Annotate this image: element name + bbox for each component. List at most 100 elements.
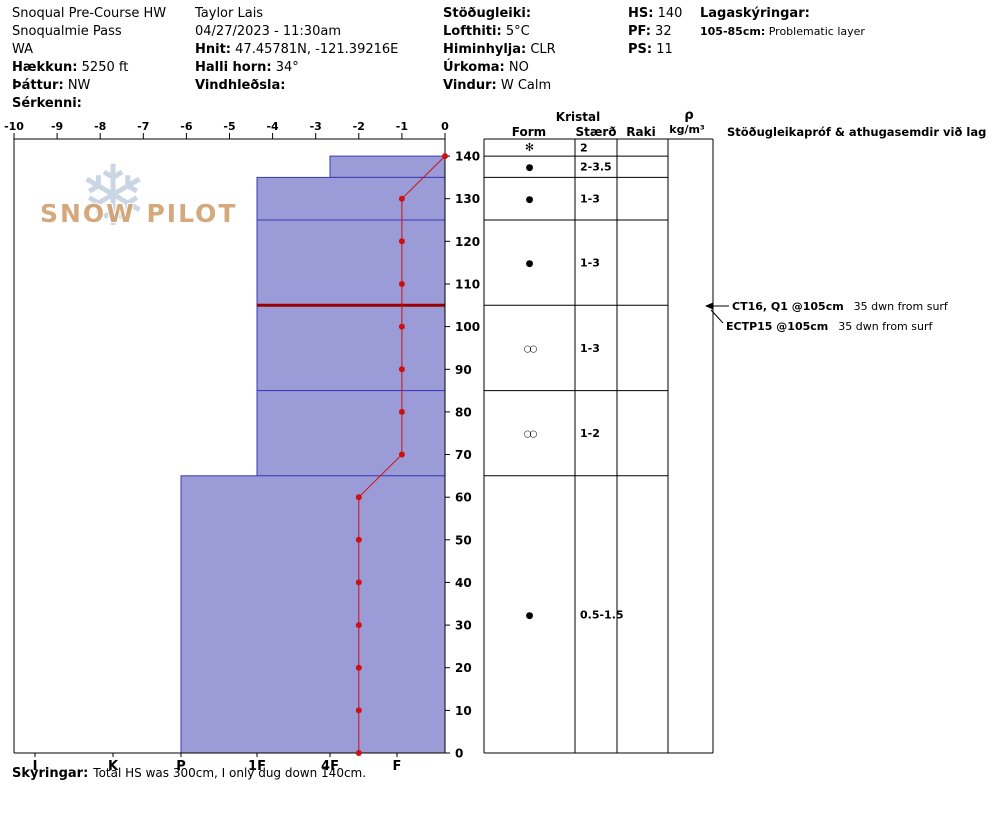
- windload-label: Vindhleðsla:: [195, 78, 286, 93]
- temp-axis-label: -10: [4, 120, 24, 133]
- footer-comments: Skýringar: Total HS was 300cm, I only dug…: [12, 766, 366, 781]
- depth-axis-label: 110: [455, 278, 480, 292]
- aspect-row: Þáttur: NW: [12, 77, 166, 95]
- precip-row: Úrkoma: NO: [443, 59, 556, 77]
- temperature-point: [398, 451, 405, 458]
- density-symbol: ρ: [684, 108, 693, 123]
- temp-axis-label: -7: [137, 120, 149, 133]
- temp-axis-label: -8: [94, 120, 106, 133]
- features-row: Sérkenni:: [12, 95, 166, 113]
- sky-label: Himinhylja:: [443, 42, 527, 57]
- airtemp-label: Lofthiti:: [443, 24, 502, 39]
- ps-value: 11: [656, 42, 673, 57]
- test-result-ct-note: 35 dwn from surf: [854, 300, 949, 313]
- snow-layer-65-0: [180, 475, 446, 754]
- depth-axis-label: 50: [455, 533, 472, 547]
- features-label: Sérkenni:: [12, 96, 82, 111]
- grain-size-value: 1-2: [580, 427, 600, 440]
- observer-name: Taylor Lais: [195, 6, 264, 21]
- pf-label: PF:: [628, 24, 651, 39]
- snow-layer-125-105: [256, 219, 446, 306]
- depth-axis-label: 30: [455, 619, 472, 633]
- temp-axis-label: -4: [266, 120, 279, 133]
- layer-notes-title: Lagaskýringar:: [700, 5, 865, 23]
- test-connector-line: [710, 309, 724, 324]
- grain-size-value: 1-3: [580, 193, 600, 206]
- hardness-axis-label: 1F: [248, 759, 266, 774]
- temperature-point: [355, 707, 362, 714]
- temperature-point: [355, 664, 362, 671]
- test-result-ct-label: CT16, Q1 @105cm: [732, 300, 844, 313]
- header-col-location: Snoqual Pre-Course HW Snoqualmie Pass WA…: [12, 5, 166, 113]
- sky-value: CLR: [530, 42, 556, 57]
- hs-label: HS:: [628, 6, 654, 21]
- crystal-table-title: Kristal: [556, 110, 600, 124]
- depth-axis-label: 100: [455, 320, 480, 334]
- crystal-col-wetness: Raki: [626, 125, 655, 139]
- header-col-observer: Taylor Lais 04/27/2023 - 11:30am Hnit: 4…: [195, 5, 398, 95]
- temperature-point: [398, 323, 405, 330]
- depth-axis-label: 90: [455, 363, 472, 377]
- precip-label: Úrkoma:: [443, 60, 505, 75]
- stability-row: Stöðugleiki:: [443, 5, 556, 23]
- layer-note-depth: 105-85cm:: [700, 25, 766, 38]
- temperature-point: [398, 195, 405, 202]
- comments-text: Total HS was 300cm, I only dug down 140c…: [93, 766, 367, 780]
- grain-form-symbol-rounded-grains: ●: [526, 259, 534, 269]
- depth-axis-label: 10: [455, 704, 472, 718]
- hardness-axis-label: I: [33, 759, 38, 774]
- hardness-axis-label: P: [176, 759, 186, 774]
- grain-form-symbol-rounded-grains: ●: [526, 163, 534, 173]
- coords-row: Hnit: 47.45781N, -121.39216E: [195, 41, 398, 59]
- observation-datetime: 04/27/2023 - 11:30am: [195, 24, 341, 39]
- stability-label: Stöðugleiki:: [443, 6, 532, 21]
- wind-label: Vindur:: [443, 78, 497, 93]
- hs-value: 140: [657, 6, 683, 21]
- header-col-weather: Stöðugleiki: Lofthiti: 5°C Himinhylja: C…: [443, 5, 556, 95]
- slope-row: Halli horn: 34°: [195, 59, 398, 77]
- grain-form-symbol-rounded-grains: ●: [526, 611, 534, 621]
- depth-axis-label: 0: [455, 747, 463, 761]
- temperature-point: [355, 536, 362, 543]
- temperature-point: [355, 750, 362, 756]
- grain-size-value: 1-3: [580, 257, 600, 270]
- grain-form-symbol-new-snow: ✻: [525, 141, 534, 154]
- pit-state: WA: [12, 42, 34, 57]
- pit-location: Snoqualmie Pass: [12, 24, 122, 39]
- snow-layer-105-85: [256, 304, 446, 392]
- test-result-ectp: ECTP15 @105cm 35 dwn from surf: [726, 320, 933, 333]
- hardness-axis-label: K: [108, 759, 119, 774]
- grain-form-symbol-melt-form-clusters: ○○: [524, 344, 538, 354]
- snow-layer-140-135: [329, 155, 446, 178]
- temp-axis-label: 0: [441, 120, 449, 133]
- depth-axis-label: 80: [455, 405, 472, 419]
- temp-axis-label: -2: [353, 120, 365, 133]
- temperature-point: [355, 622, 362, 629]
- grain-form-symbol-melt-form-clusters: ○○: [524, 430, 538, 440]
- density-unit: kg/m³: [669, 123, 705, 136]
- temp-axis-label: -9: [51, 120, 63, 133]
- coords-value: 47.45781N, -121.39216E: [235, 42, 399, 57]
- airtemp-value: 5°C: [505, 24, 530, 39]
- grain-size-value: 0.5-1.5: [580, 608, 624, 621]
- sky-row: Himinhylja: CLR: [443, 41, 556, 59]
- ps-row: PS: 11: [628, 41, 682, 59]
- wind-row: Vindur: W Calm: [443, 77, 556, 95]
- depth-axis-label: 130: [455, 192, 480, 206]
- depth-axis-label: 60: [455, 491, 472, 505]
- temperature-point: [442, 153, 448, 160]
- windload-row: Vindhleðsla:: [195, 77, 398, 95]
- temperature-point: [355, 579, 362, 586]
- crystal-col-form: Form: [512, 125, 546, 139]
- test-result-ct: CT16, Q1 @105cm 35 dwn from surf: [732, 300, 949, 313]
- comments-column-header: Stöðugleikapróf & athugasemdir við lag: [727, 125, 986, 139]
- elevation-row: Hækkun: 5250 ft: [12, 59, 166, 77]
- layer-note-text: Problematic layer: [768, 25, 865, 38]
- precip-value: NO: [508, 60, 529, 75]
- test-result-ectp-label: ECTP15 @105cm: [726, 320, 828, 333]
- test-result-ectp-note: 35 dwn from surf: [838, 320, 933, 333]
- header-col-snow-metrics: HS: 140 PF: 32 PS: 11: [628, 5, 682, 59]
- temp-axis-label: -1: [396, 120, 408, 133]
